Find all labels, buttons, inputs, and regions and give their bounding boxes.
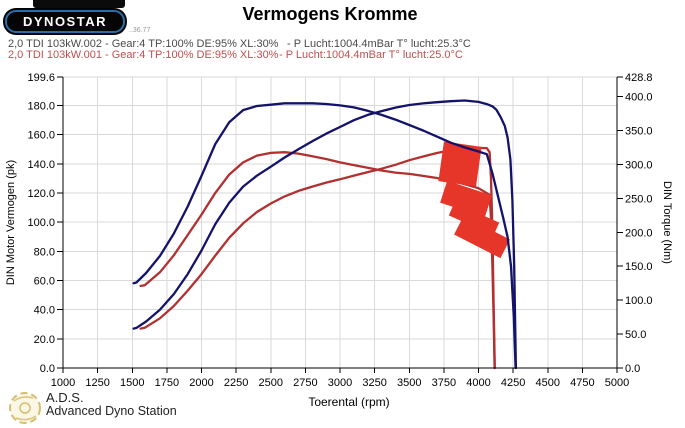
- legend-run-001-conditions: - P Lucht:1004.4mBar T° lucht:25.0°C: [279, 49, 463, 61]
- tick-label-left: 80.0: [34, 246, 55, 258]
- curve-power-run-002: [132, 99, 518, 370]
- ads-abbreviation: A.D.S.: [46, 390, 84, 405]
- tick-label-x: 1750: [155, 377, 179, 389]
- ads-text: A.D.S. Advanced Dyno Station: [46, 391, 177, 418]
- tick-label-left: 20.0: [34, 334, 55, 346]
- tick-label-x: 4500: [536, 377, 560, 389]
- tick-label-x: 1000: [51, 377, 75, 389]
- tick-label-left: 160.0: [27, 130, 55, 142]
- tick-label-x: 3250: [362, 377, 386, 389]
- red-marker-annotation: [454, 215, 510, 259]
- ads-footer: A.D.S. Advanced Dyno Station: [6, 389, 306, 427]
- ads-full-name: Advanced Dyno Station: [46, 404, 177, 418]
- tick-label-x: 2500: [259, 377, 283, 389]
- y-axis-label-left: DIN Motor Vermogen (pk): [5, 160, 17, 285]
- tick-label-x: 1250: [85, 377, 109, 389]
- tick-label-left: 180.0: [27, 101, 55, 113]
- tick-label-right: 200.0: [625, 227, 653, 239]
- logo-watermark: ..36.77: [129, 27, 151, 34]
- tick-label-x: 4000: [466, 377, 490, 389]
- tick-label-right: 350.0: [625, 125, 653, 137]
- logo-tab: [33, 0, 125, 8]
- dynostar-logo: DYNOSTAR: [3, 8, 127, 35]
- legend-run-002-label: 2,0 TDI 103kW.002 - Gear:4 TP:100% DE:95…: [8, 38, 279, 50]
- red-marker-annotation: [448, 202, 500, 236]
- tick-label-right: 400.0: [625, 92, 653, 104]
- tick-label-x: 5000: [605, 377, 629, 389]
- tick-label-right: 0.0: [625, 363, 640, 375]
- tick-label-left: 0.0: [40, 363, 55, 375]
- dynostar-logo-oval: DYNOSTAR: [5, 10, 125, 33]
- tick-label-left: 100.0: [27, 217, 55, 229]
- tick-label-x: 2750: [293, 377, 317, 389]
- dynostar-logo-text: DYNOSTAR: [23, 14, 107, 29]
- tick-label-x: 3000: [328, 377, 352, 389]
- curve-torque-run-002: [132, 102, 517, 370]
- tick-label-x: 2250: [224, 377, 248, 389]
- x-axis-label: Toerental (rpm): [308, 395, 389, 409]
- legend-run-001-label: 2,0 TDI 103kW.001 - Gear:4 TP:100% DE:95…: [8, 49, 279, 61]
- tick-label-x: 3500: [397, 377, 421, 389]
- tick-label-left: 60.0: [34, 276, 55, 288]
- tick-label-x: 2000: [189, 377, 213, 389]
- curve-power-run-001: [139, 146, 496, 370]
- tick-label-right: 100.0: [625, 295, 653, 307]
- tick-label-x: 1500: [120, 377, 144, 389]
- red-marker-annotation: [440, 180, 492, 218]
- tick-label-right: 50.0: [625, 329, 646, 341]
- tick-label-left: 40.0: [34, 305, 55, 317]
- tick-label-right: 428.8: [625, 72, 653, 84]
- legend-run-001: 2,0 TDI 103kW.001 - Gear:4 TP:100% DE:95…: [0, 49, 685, 61]
- tick-label-right: 250.0: [625, 193, 653, 205]
- page-title: Vermogens Kromme: [242, 4, 418, 24]
- tick-label-left: 199.6: [27, 72, 55, 84]
- red-marker-annotation: [438, 141, 482, 187]
- legend-run-002: 2,0 TDI 103kW.002 - Gear:4 TP:100% DE:95…: [0, 38, 685, 50]
- tick-label-x: 3750: [432, 377, 456, 389]
- tick-label-left: 140.0: [27, 159, 55, 171]
- tick-label-left: 120.0: [27, 188, 55, 200]
- tick-label-right: 300.0: [625, 159, 653, 171]
- tick-label-right: 150.0: [625, 261, 653, 273]
- y-axis-label-right: DIN Torque (Nm): [661, 181, 673, 264]
- tick-label-x: 4250: [501, 377, 525, 389]
- tick-label-x: 4750: [570, 377, 594, 389]
- curve-torque-run-001: [139, 151, 496, 370]
- ads-swirl-icon: [9, 392, 41, 424]
- legend-run-002-conditions: - P Lucht:1004.4mBar T° lucht:25.3°C: [287, 38, 471, 50]
